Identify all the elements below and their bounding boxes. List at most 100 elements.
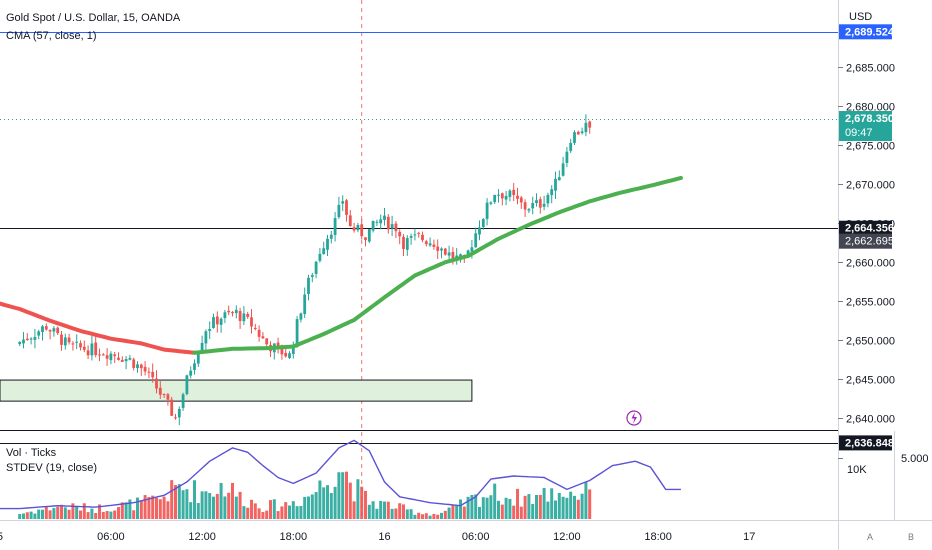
candle-body (310, 275, 314, 277)
candle-body (33, 336, 37, 340)
volume-bar (117, 507, 120, 519)
candle-body (120, 359, 124, 362)
volume-bar (497, 500, 500, 519)
candle-body (193, 363, 196, 370)
cma-legend[interactable]: CMA (57, close, 1) (6, 30, 97, 42)
price-tick-label: 2,655.000 (846, 297, 895, 309)
volume-bar (379, 500, 383, 519)
volume-bar (402, 504, 405, 519)
horizontal-lines[interactable] (0, 32, 838, 444)
candle-body (291, 345, 295, 355)
volume-bar (546, 501, 550, 519)
volume-bar (329, 493, 333, 519)
time-tick-label: 18:00 (280, 531, 308, 543)
volume-bar (485, 497, 489, 519)
volume-bar (386, 501, 390, 519)
candle-body (223, 312, 227, 319)
alert-icon[interactable] (626, 410, 642, 426)
candle-body (257, 329, 261, 337)
candle-body (493, 194, 497, 203)
volume-bar (48, 510, 52, 519)
volume-bar (348, 482, 352, 519)
candle-body (170, 399, 174, 416)
volume-bar (390, 508, 394, 519)
last-price-marker-label: 2,678.350 (845, 113, 894, 125)
candle-body (341, 201, 345, 204)
volume-bar (185, 489, 189, 519)
candle-body (580, 131, 584, 134)
candle-body (459, 254, 462, 258)
candle-body (90, 343, 94, 356)
candle-body (371, 220, 375, 231)
volume-bar (63, 507, 67, 519)
volume-bar (542, 487, 546, 519)
volume-bar (303, 496, 307, 519)
candle-body (22, 339, 25, 344)
volume-bar (105, 510, 109, 519)
time-axis[interactable]: 15 06:00 12:00 18:00 16 06:00 12:00 18:00 17 (0, 531, 755, 543)
volume-bar (132, 510, 136, 519)
volume-bar (333, 486, 337, 519)
symbol-title[interactable]: Gold Spot / U.S. Dollar, 15, OANDA (6, 12, 181, 24)
candle-body (25, 338, 29, 341)
candle-body (390, 224, 394, 229)
candle-body (329, 234, 333, 239)
volume-bar (326, 485, 329, 519)
candle-body (550, 189, 554, 196)
support-zone[interactable] (0, 379, 473, 402)
time-tick-label: 15 (0, 531, 3, 543)
candle-body (212, 317, 215, 329)
b-scale-button[interactable]: B (907, 532, 914, 542)
volume-legend[interactable]: Vol · Ticks (6, 447, 57, 459)
volume-bar (261, 511, 265, 519)
volume-bar (288, 505, 291, 519)
volume-bar (33, 513, 37, 519)
bar-countdown: 09:47 (845, 127, 873, 139)
volume-bar (158, 499, 162, 519)
volume-bar (82, 503, 86, 519)
candle-body (409, 236, 413, 238)
volume-bar (554, 500, 557, 519)
price-tick-label: 2,685.000 (846, 63, 895, 75)
volume-bar (398, 503, 402, 519)
volume-bar (318, 480, 322, 519)
volume-bar (345, 471, 348, 519)
volume-bar (151, 495, 155, 519)
candle-body (242, 313, 246, 322)
volume-bar (367, 504, 371, 519)
time-tick-label: 06:00 (97, 531, 125, 543)
stdev-legend[interactable]: STDEV (19, close) (6, 462, 98, 474)
currency-label[interactable]: USD (849, 11, 873, 23)
volume-bar (535, 494, 538, 519)
candle-body (478, 227, 481, 235)
volume-bar (181, 490, 185, 519)
volume-bar (124, 502, 128, 519)
last-price-marker-bg (839, 111, 892, 142)
candle-body (421, 234, 424, 241)
auto-scale-button[interactable]: A (866, 532, 873, 542)
candle-body (561, 163, 565, 176)
volume-bar (90, 508, 94, 519)
volume-bar (155, 497, 158, 519)
volume-bar (580, 493, 584, 519)
candle-body (508, 190, 512, 197)
volume-bar (25, 512, 29, 519)
volume-bar (341, 472, 345, 519)
candle-body (440, 248, 443, 251)
volume-bar (561, 496, 565, 519)
candle-body (348, 215, 352, 226)
candle-body (318, 253, 322, 261)
volume-bar (538, 494, 542, 519)
volume-bar (322, 487, 326, 519)
time-tick-label: 12:00 (553, 531, 581, 543)
candle-body (75, 341, 79, 343)
volume-bar (565, 497, 569, 519)
volume-bar (208, 493, 212, 519)
volume-bar (356, 479, 360, 519)
volume-bar (557, 492, 561, 519)
candle-body (181, 394, 185, 408)
candle-body (314, 261, 318, 274)
candle-body (246, 313, 250, 317)
candle-body (253, 327, 257, 330)
